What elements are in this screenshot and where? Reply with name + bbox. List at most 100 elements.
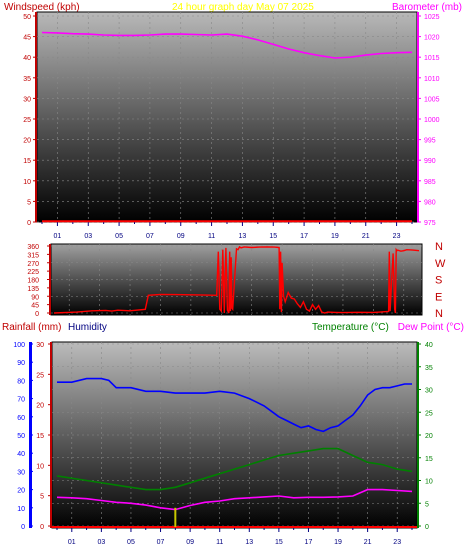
x-tick-label: 19: [331, 233, 339, 240]
direction-tick-label: 135: [27, 286, 39, 293]
x-tick-label: 13: [239, 233, 247, 240]
compass-label: S: [435, 275, 442, 287]
x-tick-label: 07: [146, 233, 154, 240]
windspeed-tick-label: 10: [23, 179, 31, 186]
barometer-tick-label: 1000: [424, 117, 440, 124]
panel2-series: [53, 245, 420, 314]
barometer-tick-label: 1020: [424, 35, 440, 42]
panel1-background: [36, 11, 418, 223]
direction-tick-label: 360: [27, 244, 39, 251]
x-tick-label: 05: [115, 233, 123, 240]
x-tick-label: 03: [84, 233, 92, 240]
barometer-tick-label: 1025: [424, 14, 440, 21]
x-tick-label: 09: [186, 539, 194, 546]
barometer-tick-label: 990: [424, 158, 436, 165]
temperature-line: [56, 447, 413, 491]
panel1-x-axis: 01 03 05 07 09 11 13 15 17 19 21 23: [41, 222, 413, 240]
barometer-tick-label: 975: [424, 220, 436, 227]
direction-tick-label: 315: [27, 252, 39, 259]
temperature-tick-label: 5: [425, 501, 429, 508]
x-tick-label: 21: [362, 233, 370, 240]
direction-tick-label: 45: [31, 303, 39, 310]
temperature-tick-label: 15: [425, 456, 433, 463]
windspeed-tick-label: 20: [23, 138, 31, 145]
panel2-grid: [51, 244, 422, 315]
rainfall-tick-label: 20: [36, 403, 44, 410]
x-tick-label: 19: [334, 539, 342, 546]
barometer-axis: 975 980 985 990 995 1000 1005 1010 1015 1020 1025: [417, 12, 440, 227]
x-tick-label: 11: [216, 539, 223, 546]
compass-label: N: [435, 308, 443, 320]
temperature-tick-label: 0: [425, 524, 429, 531]
rainfall-tick-label: 30: [36, 342, 44, 349]
windspeed-tick-label: 15: [23, 158, 31, 165]
x-tick-label: 15: [269, 233, 277, 240]
humidity-tick-label: 70: [17, 397, 25, 404]
windspeed-tick-label: 0: [27, 220, 31, 227]
x-tick-label: 03: [97, 539, 105, 546]
humidity-line: [57, 377, 412, 433]
windspeed-tick-label: 40: [23, 55, 31, 62]
windspeed-tick-label: 50: [23, 14, 31, 21]
humidity-tick-label: 50: [17, 433, 25, 440]
compass-label: N: [435, 241, 443, 253]
chart-title: 24 hour graph day May 07 2025: [172, 2, 314, 13]
compass-label: E: [435, 291, 442, 303]
x-tick-label: 23: [393, 539, 401, 546]
windspeed-tick-label: 45: [23, 35, 31, 42]
windspeed-axis: 0 5 10 15 20 25 30 35 40 45 50: [23, 12, 37, 227]
x-tick-label: 21: [364, 539, 372, 546]
temperature-tick-label: 30: [425, 388, 433, 395]
temperature-axis: 0 5 10 15 20 25 30 35 40: [417, 342, 433, 531]
windspeed-tick-label: 35: [23, 76, 31, 83]
windspeed-tick-label: 30: [23, 96, 31, 103]
direction-tick-label: 225: [27, 269, 39, 276]
x-tick-label: 09: [177, 233, 185, 240]
x-tick-label: 07: [157, 539, 165, 546]
humidity-axis: 0 10 20 30 40 50 60 70 80 90 100: [13, 342, 33, 531]
temperature-tick-label: 35: [425, 365, 433, 372]
x-tick-label: 17: [305, 539, 313, 546]
x-tick-label: 11: [208, 233, 215, 240]
humidity-tick-label: 0: [21, 524, 25, 531]
temperature-tick-label: 40: [425, 342, 433, 349]
temperature-tick-label: 10: [425, 479, 433, 486]
barometer-tick-label: 980: [424, 199, 436, 206]
panel3-series: [52, 377, 417, 528]
direction-tick-label: 90: [31, 294, 39, 301]
temperature-tick-label: 25: [425, 410, 433, 417]
direction-tick-label: 270: [27, 261, 39, 268]
wind-direction-line: [53, 245, 420, 314]
dew-point-axis-label: Dew Point (°C): [398, 322, 464, 333]
direction-tick-label: 0: [35, 311, 39, 318]
x-tick-label: 05: [127, 539, 135, 546]
humidity-tick-label: 30: [17, 469, 25, 476]
windspeed-tick-label: 25: [23, 117, 31, 124]
x-tick-label: 15: [275, 539, 283, 546]
rainfall-tick-label: 0: [40, 524, 44, 531]
barometer-tick-label: 985: [424, 179, 436, 186]
panel1-series: [41, 31, 413, 223]
barometer-tick-label: 1015: [424, 55, 440, 62]
barometer-tick-label: 995: [424, 138, 436, 145]
barometer-tick-label: 1010: [424, 76, 440, 83]
humidity-tick-label: 10: [17, 506, 25, 513]
barometer-line: [41, 31, 413, 59]
x-tick-label: 13: [245, 539, 253, 546]
humidity-tick-label: 60: [17, 415, 25, 422]
x-tick-label: 23: [393, 233, 401, 240]
rainfall-tick-label: 10: [36, 463, 44, 470]
rainfall-axis: 0 5 10 15 20 25 30: [36, 342, 52, 531]
barometer-tick-label: 1005: [424, 96, 440, 103]
humidity-tick-label: 40: [17, 451, 25, 458]
rainfall-tick-label: 25: [36, 372, 44, 379]
x-tick-label: 17: [300, 233, 308, 240]
compass-label: W: [435, 258, 446, 270]
windspeed-axis-label: Windspeed (kph): [4, 2, 80, 13]
direction-tick-label: 180: [27, 278, 39, 285]
rainfall-axis-label: Rainfall (mm): [2, 322, 61, 333]
x-tick-label: 01: [68, 539, 76, 546]
windspeed-tick-label: 5: [27, 199, 31, 206]
